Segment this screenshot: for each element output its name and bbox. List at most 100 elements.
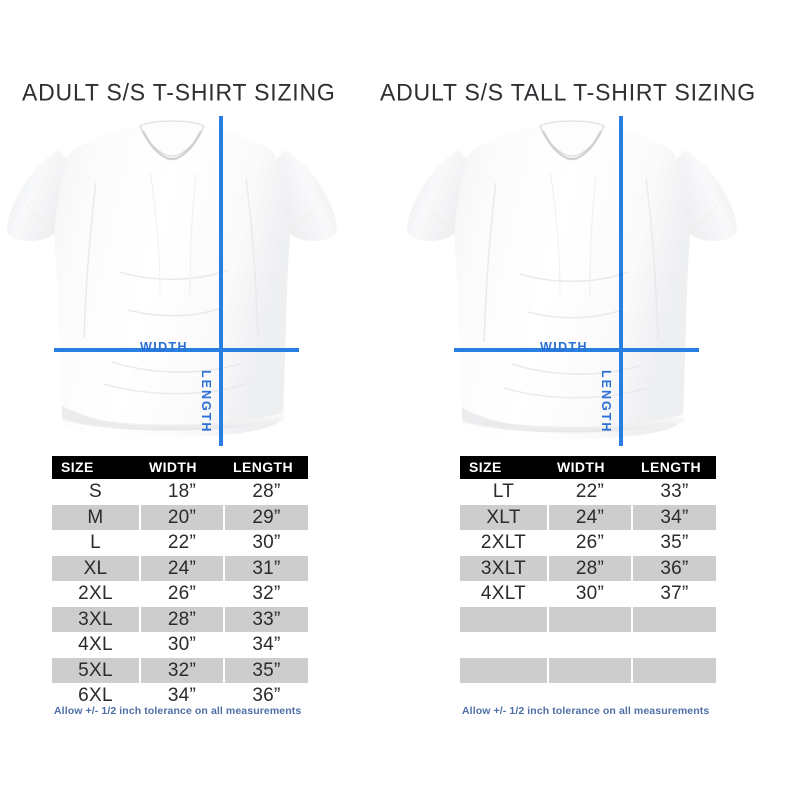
cell-size: 2XL xyxy=(52,581,141,607)
cell-width xyxy=(548,683,633,709)
length-label: LENGTH xyxy=(199,370,213,434)
cell-width: 28” xyxy=(140,606,225,632)
cell-size: S xyxy=(52,479,141,505)
length-measurement-line xyxy=(219,116,223,446)
table-header-row: SIZE WIDTH LENGTH xyxy=(52,456,308,479)
cell-width xyxy=(548,606,633,632)
cell-size: 5XL xyxy=(52,657,141,683)
cell-width: 22” xyxy=(140,530,225,556)
cell-size: 2XLT xyxy=(460,530,549,556)
cell-size xyxy=(460,632,549,658)
cell-size: XL xyxy=(52,555,141,581)
table-row: 4XL 30” 34” xyxy=(52,632,308,658)
cell-length xyxy=(632,606,716,632)
table-row: XLT 24” 34” xyxy=(460,504,716,530)
tolerance-note: Allow +/- 1/2 inch tolerance on all meas… xyxy=(462,705,710,717)
cell-length: 35” xyxy=(224,657,308,683)
cell-length: 37” xyxy=(632,581,716,607)
cell-size: 4XLT xyxy=(460,581,549,607)
cell-width: 32” xyxy=(140,657,225,683)
cell-length: 31” xyxy=(224,555,308,581)
table-row: 2XLT 26” 35” xyxy=(460,530,716,556)
cell-length: 34” xyxy=(224,632,308,658)
table-header-row: SIZE WIDTH LENGTH xyxy=(460,456,716,479)
table-row: LT 22” 33” xyxy=(460,479,716,505)
cell-length xyxy=(632,657,716,683)
panel-standard-sizing: WIDTH LENGTH SIZE WIDTH LENGTH S 18” 28” M… xyxy=(0,112,400,800)
column-header-length: LENGTH xyxy=(632,456,716,479)
page-title-standard: ADULT S/S T-SHIRT SIZING xyxy=(22,78,336,106)
cell-size: LT xyxy=(460,479,549,505)
cell-width: 24” xyxy=(548,504,633,530)
cell-length: 35” xyxy=(632,530,716,556)
cell-width: 30” xyxy=(140,632,225,658)
column-header-length: LENGTH xyxy=(224,456,308,479)
cell-length: 34” xyxy=(632,504,716,530)
table-row-empty xyxy=(460,683,716,709)
table-row: XL 24” 31” xyxy=(52,555,308,581)
cell-length: 33” xyxy=(224,606,308,632)
width-label: WIDTH xyxy=(540,340,588,354)
size-table-standard: SIZE WIDTH LENGTH S 18” 28” M 20” 29” L 22” 30… xyxy=(52,456,308,709)
cell-size: 4XL xyxy=(52,632,141,658)
cell-width: 26” xyxy=(140,581,225,607)
cell-length xyxy=(632,632,716,658)
cell-length: 36” xyxy=(632,555,716,581)
table-row: 6XL 34” 36” xyxy=(52,683,308,709)
cell-width: 22” xyxy=(548,479,633,505)
width-measurement-line xyxy=(54,348,299,352)
cell-size: L xyxy=(52,530,141,556)
table-row: 5XL 32” 35” xyxy=(52,657,308,683)
cell-width: 34” xyxy=(140,683,225,709)
tshirt-illustration-icon xyxy=(7,120,337,438)
cell-size: 3XL xyxy=(52,606,141,632)
cell-width xyxy=(548,632,633,658)
cell-length: 36” xyxy=(224,683,308,709)
cell-length: 32” xyxy=(224,581,308,607)
cell-width: 18” xyxy=(140,479,225,505)
tolerance-note: Allow +/- 1/2 inch tolerance on all meas… xyxy=(54,705,302,717)
tshirt-diagram-standard: WIDTH LENGTH xyxy=(0,112,400,452)
table-row-empty xyxy=(460,657,716,683)
cell-width: 26” xyxy=(548,530,633,556)
cell-width xyxy=(548,657,633,683)
cell-length: 29” xyxy=(224,504,308,530)
table-row-empty xyxy=(460,632,716,658)
width-measurement-line xyxy=(454,348,699,352)
tshirt-diagram-tall: WIDTH LENGTH xyxy=(400,112,800,452)
column-header-size: SIZE xyxy=(52,456,140,479)
column-header-width: WIDTH xyxy=(140,456,224,479)
page-title-tall: ADULT S/S TALL T-SHIRT SIZING xyxy=(380,78,756,106)
table-row: 3XLT 28” 36” xyxy=(460,555,716,581)
cell-size: XLT xyxy=(460,504,549,530)
length-measurement-line xyxy=(619,116,623,446)
panel-tall-sizing: WIDTH LENGTH SIZE WIDTH LENGTH LT 22” 33” … xyxy=(400,112,800,800)
cell-size: 6XL xyxy=(52,683,141,709)
cell-length: 28” xyxy=(224,479,308,505)
cell-width: 24” xyxy=(140,555,225,581)
table-row: L 22” 30” xyxy=(52,530,308,556)
table-row: S 18” 28” xyxy=(52,479,308,505)
column-header-size: SIZE xyxy=(460,456,548,479)
cell-size xyxy=(460,657,549,683)
chart-titles: ADULT S/S T-SHIRT SIZING ADULT S/S TALL … xyxy=(0,78,800,112)
table-row: 4XLT 30” 37” xyxy=(460,581,716,607)
cell-width: 20” xyxy=(140,504,225,530)
width-label: WIDTH xyxy=(140,340,188,354)
size-table-tall: SIZE WIDTH LENGTH LT 22” 33” XLT 24” 34” 2XL… xyxy=(460,456,716,709)
table-row-empty xyxy=(460,606,716,632)
cell-length xyxy=(632,683,716,709)
cell-width: 28” xyxy=(548,555,633,581)
cell-size: M xyxy=(52,504,141,530)
table-row: 3XL 28” 33” xyxy=(52,606,308,632)
cell-width: 30” xyxy=(548,581,633,607)
column-header-width: WIDTH xyxy=(548,456,632,479)
cell-length: 33” xyxy=(632,479,716,505)
table-row: M 20” 29” xyxy=(52,504,308,530)
tshirt-illustration-icon xyxy=(407,120,737,440)
table-row: 2XL 26” 32” xyxy=(52,581,308,607)
length-label: LENGTH xyxy=(599,370,613,434)
cell-size xyxy=(460,683,549,709)
cell-size: 3XLT xyxy=(460,555,549,581)
